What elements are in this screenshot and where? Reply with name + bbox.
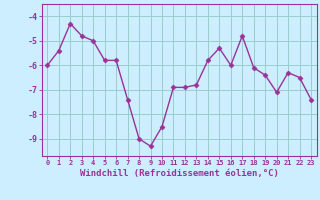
X-axis label: Windchill (Refroidissement éolien,°C): Windchill (Refroidissement éolien,°C) <box>80 169 279 178</box>
